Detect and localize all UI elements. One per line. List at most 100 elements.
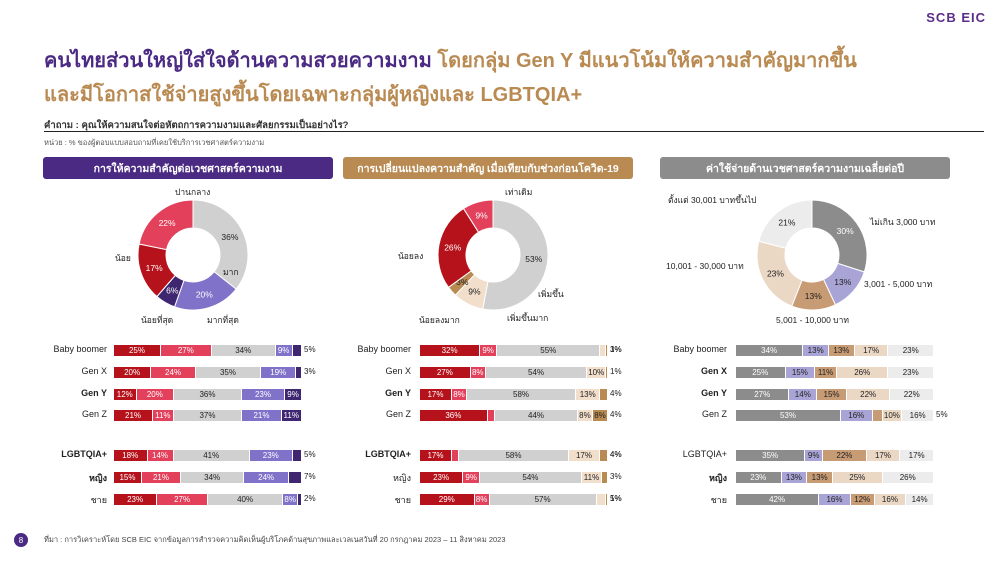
bar-value-label: 5%	[304, 450, 316, 459]
bar-segment: 23%	[736, 472, 781, 483]
bar-segment: 17%	[420, 450, 451, 461]
page-title-line1: คนไทยส่วนใหญ่ใส่ใจด้านความสวยความงาม โดย…	[44, 44, 857, 76]
bar-value-label: 2%	[304, 494, 316, 503]
bar-segment: 16%	[819, 494, 850, 505]
donut-slice	[758, 199, 813, 249]
donut-category-label: มากที่สุด	[207, 315, 239, 325]
bar-segment: 17%	[568, 450, 600, 461]
bar-row-label: ชาย	[710, 495, 727, 505]
bar-segment: 25%	[833, 472, 882, 483]
bar-segment: 27%	[157, 494, 207, 505]
bar-segment: 27%	[161, 345, 211, 356]
donut-category-label: 3,001 - 5,000 บาท	[864, 279, 933, 289]
panel3-header: ค่าใช้จ่ายด้านเวชศาสตร์ความงามเฉลี่ยต่อป…	[660, 157, 950, 179]
bar-segment: 27%	[420, 367, 470, 378]
bar-segment: 23%	[114, 494, 157, 505]
bar-row-label: LGBTQIA+	[61, 449, 107, 459]
bar-row-label: Baby boomer	[53, 344, 107, 354]
bar-segment: 9%	[480, 345, 497, 356]
bar-segment: 34%	[211, 345, 275, 356]
bar-value-label: 3%	[610, 345, 622, 354]
bar-row-label: Gen X	[700, 366, 727, 376]
donut-value-label: 30%	[837, 226, 854, 236]
bar-segment: 13%	[829, 345, 854, 356]
bar-segment: 15%	[114, 472, 141, 483]
bar-segment: 54%	[480, 472, 581, 483]
bar-value-label: 3%	[304, 367, 316, 376]
donut-category-label: เท่าเดิม	[505, 187, 533, 197]
bar-segment	[296, 367, 301, 378]
donut-chart-2: 53%9%3%26%9%	[437, 199, 549, 311]
bar-segment: 8%	[474, 494, 489, 505]
bar-value-label: 4%	[610, 410, 622, 419]
donut-value-label: 53%	[525, 254, 542, 264]
bar-segment: 12%	[114, 389, 136, 400]
bar-row-label: ชาย	[90, 495, 107, 505]
donut-value-label: 13%	[805, 291, 822, 301]
bar-segment: 10%	[587, 367, 606, 378]
donut-category-label: 5,001 - 10,000 บาท	[776, 315, 849, 325]
page-title-line2: และมีโอกาสใช้จ่ายสูงขึ้นโดยเฉพาะกลุ่มผู้…	[44, 84, 583, 106]
donut-value-label: 17%	[146, 263, 163, 273]
bar-segment: 25%	[114, 345, 160, 356]
bar-row-label: Baby boomer	[673, 344, 727, 354]
donut-category-label: น้อยที่สุด	[141, 315, 174, 325]
bar-segment: 15%	[817, 389, 846, 400]
title-main: คนไทยส่วนใหญ่ใส่ใจด้านความสวยความงาม	[44, 50, 432, 72]
bar-segment: 17%	[900, 450, 933, 461]
bar-segment: 15%	[785, 367, 815, 378]
bar-row-label: LGBTQIA+	[682, 449, 727, 459]
survey-question: คำถาม : คุณให้ความสนใจต่อหัตถการความงามแ…	[44, 120, 349, 131]
bar-row-label: หญิง	[709, 473, 727, 483]
donut-category-label: 10,001 - 30,000 บาท	[666, 261, 744, 271]
bar-segment: 54%	[485, 367, 587, 378]
donut-value-label: 26%	[444, 242, 461, 252]
bar-segment: 35%	[195, 367, 261, 378]
bar-segment: 25%	[736, 367, 785, 378]
bar-row-label: หญิง	[393, 473, 411, 483]
bar-row-label: Baby boomer	[357, 344, 411, 354]
bar-value-label: 4%	[610, 389, 622, 398]
bar-segment	[606, 494, 607, 505]
bar-segment: 22%	[890, 389, 933, 400]
bar-row-label: Gen X	[81, 366, 107, 376]
donut-category-label: มาก	[223, 267, 239, 277]
bar-segment: 23%	[249, 450, 292, 461]
bar-segment	[606, 367, 607, 378]
bar-row-label: Gen Z	[701, 409, 727, 419]
donut-slice	[462, 199, 494, 233]
bar-segment: 57%	[489, 494, 596, 505]
bar-row-label: หญิง	[89, 473, 107, 483]
bar-segment: 36%	[420, 410, 487, 421]
unit-note: หน่วย : % ของผู้ตอบแบบสอบถามที่เคยใช้บริ…	[44, 138, 265, 147]
bar-value-label: 1%	[610, 345, 622, 354]
bar-segment	[292, 345, 301, 356]
bar-segment: 26%	[882, 472, 933, 483]
bar-segment: 32%	[420, 345, 480, 356]
bar-segment: 11%	[581, 472, 602, 483]
bar-segment: 22%	[823, 450, 866, 461]
bar-segment: 14%	[789, 389, 817, 400]
donut-category-label: ตั้งแต่ 30,001 บาทขึ้นไป	[668, 195, 757, 205]
bar-segment: 14%	[147, 450, 173, 461]
bar-segment: 13%	[803, 345, 829, 356]
bar-segment	[606, 345, 607, 356]
bar-segment: 21%	[242, 410, 281, 421]
page-number: 8	[14, 533, 28, 547]
bar-segment: 8%	[451, 389, 466, 400]
bar-segment: 58%	[467, 389, 576, 400]
bar-segment: 8%	[577, 410, 592, 421]
donut-value-label: 3%	[456, 277, 469, 287]
donut-category-label: เพิ่มขึ้นมาก	[507, 313, 549, 323]
bar-segment: 21%	[114, 410, 153, 421]
bar-segment: 17%	[866, 450, 900, 461]
donut-category-label: เพิ่มขึ้น	[538, 289, 564, 299]
bar-segment: 8%	[470, 367, 485, 378]
bar-row-label: Gen X	[385, 366, 411, 376]
donut-value-label: 13%	[834, 277, 851, 287]
bar-segment: 29%	[420, 494, 474, 505]
bar-segment: 37%	[173, 410, 242, 421]
bar-segment	[596, 494, 606, 505]
bar-segment: 27%	[736, 389, 789, 400]
bar-value-label: 4%	[610, 450, 622, 459]
